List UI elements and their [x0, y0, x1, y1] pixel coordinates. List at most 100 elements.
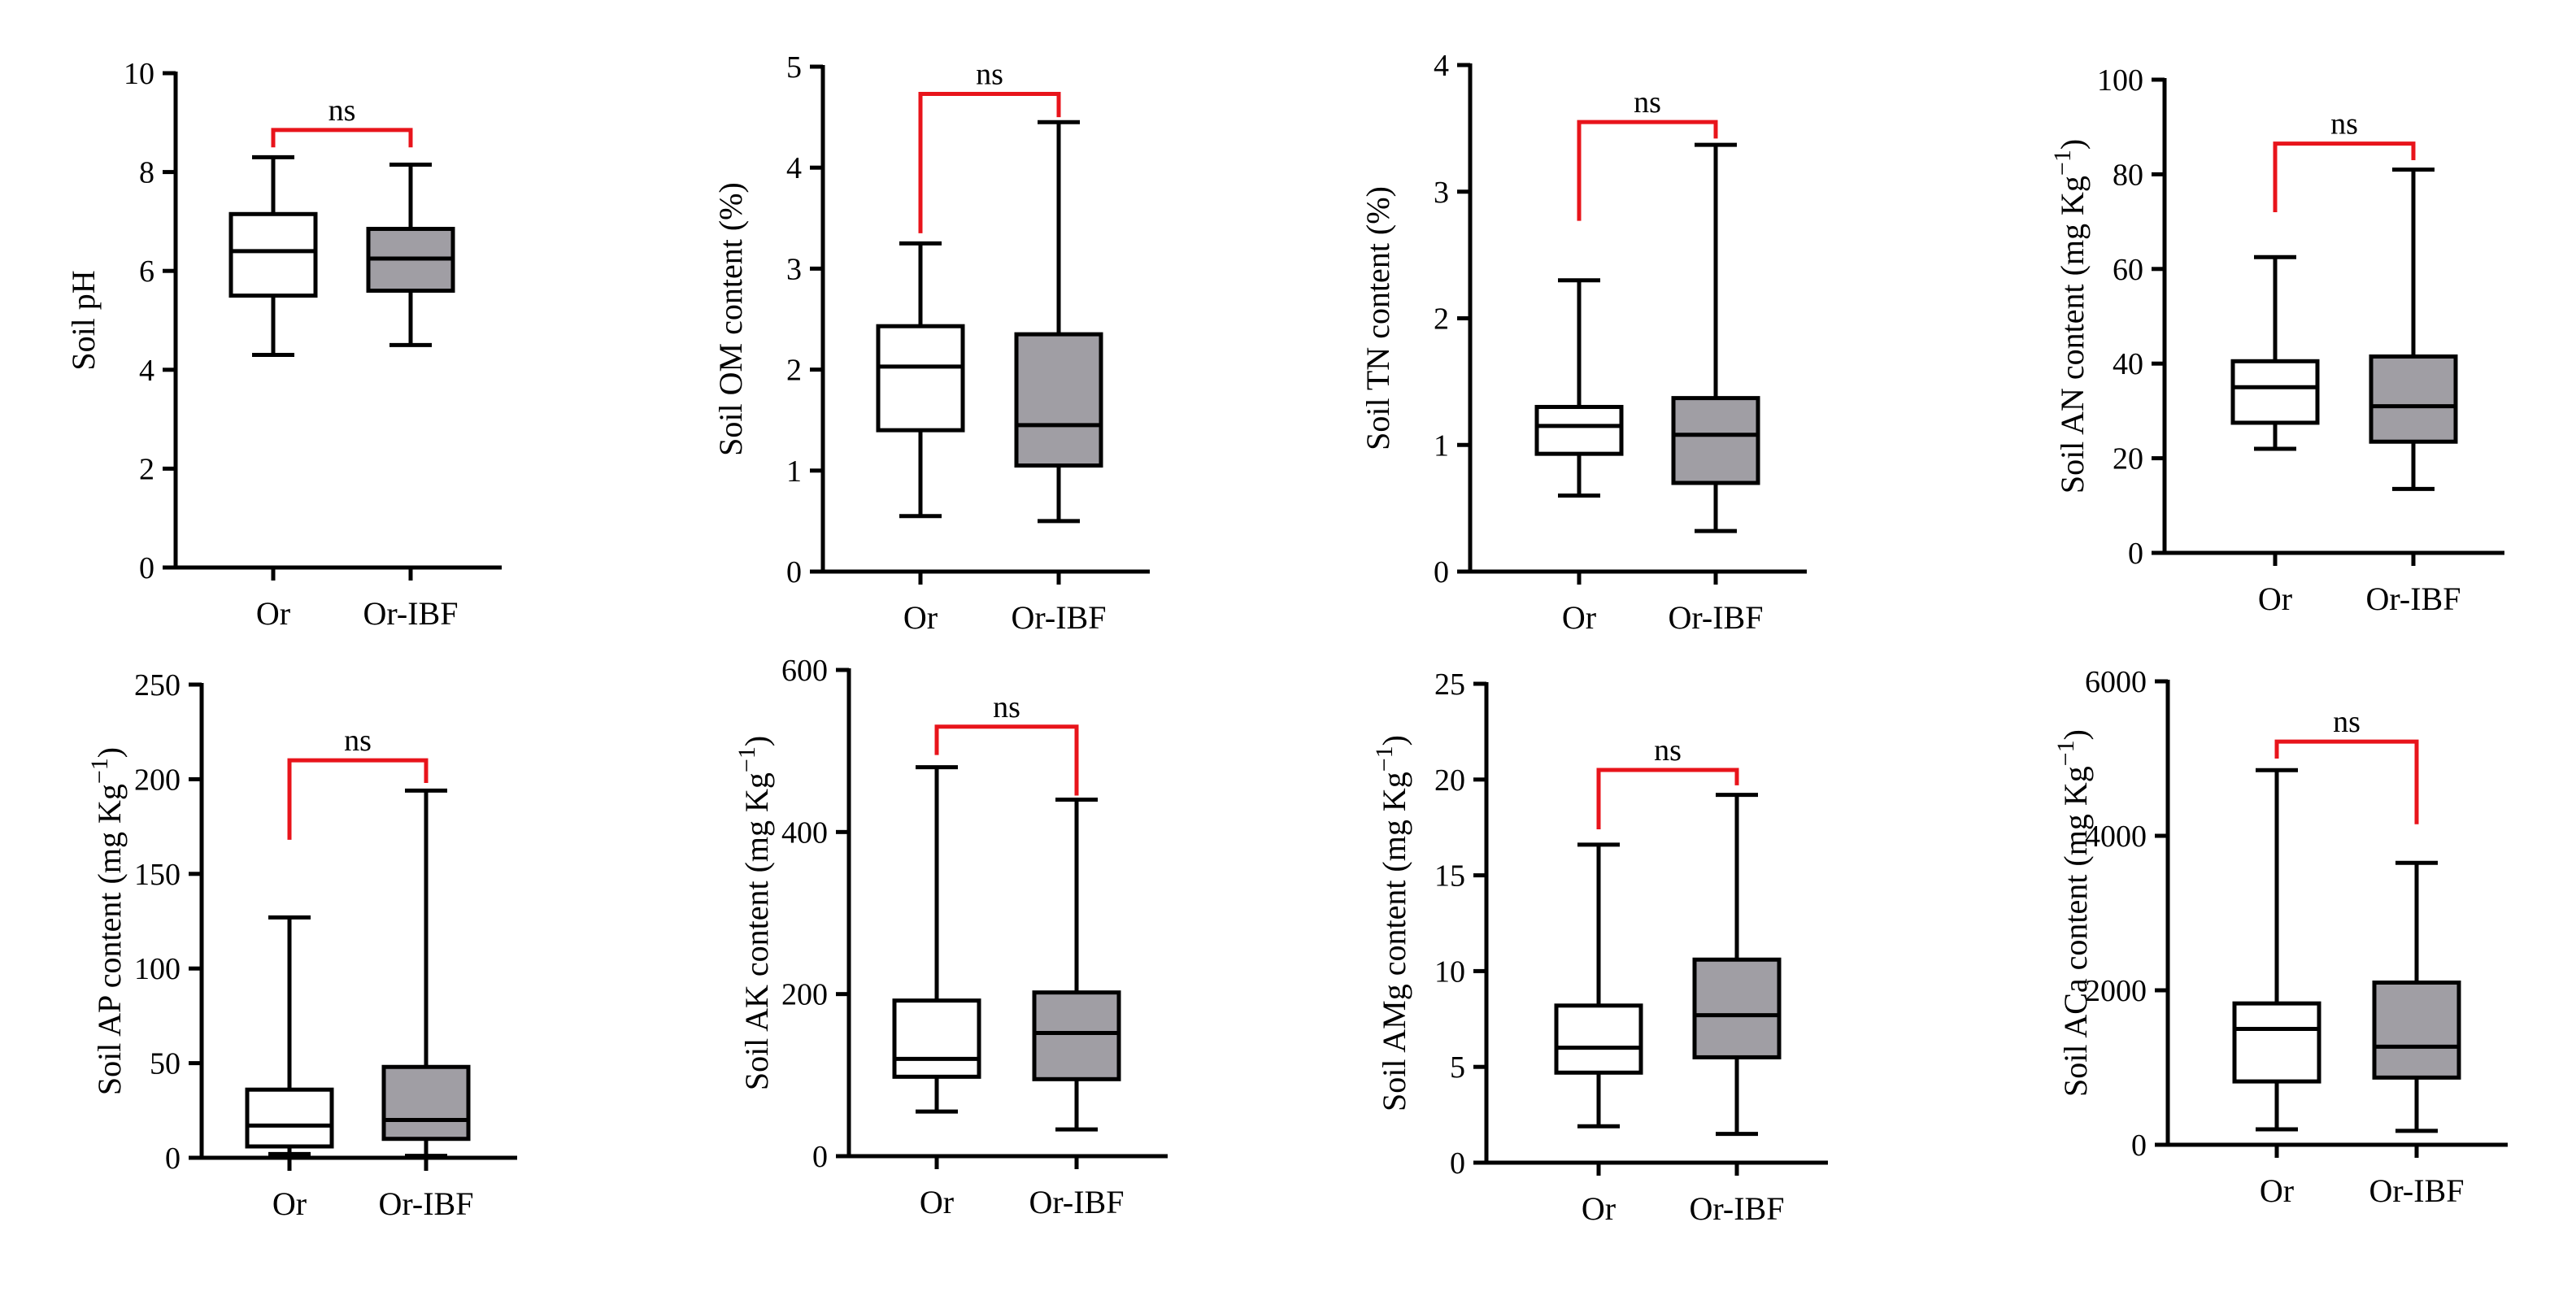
box-or-ibf — [381, 788, 471, 1159]
iqr-box — [1032, 990, 1121, 1081]
panel-soil-an: 0 20 40 60 80 100 Or Or-IBF Soil AN content (mg … — [1932, 0, 2576, 646]
chart-svg: 0 2 4 6 8 10 Or Or-IBF Soil pH ns — [65, 57, 502, 632]
y-axis-title-superscript: −1 — [733, 746, 760, 772]
y-tick-label: 200 — [781, 978, 828, 1012]
y-tick-label: 100 — [134, 952, 181, 986]
significance-label: ns — [1654, 733, 1682, 768]
y-tick-label: 6000 — [2085, 665, 2147, 699]
y-axis-title-close: ) — [2054, 139, 2091, 150]
y-tick-label: 3 — [1434, 176, 1449, 210]
box-or-ibf — [2372, 860, 2461, 1133]
y-tick-label: 2 — [139, 452, 154, 486]
y-axis-title-main: Soil TN content (%) — [1360, 186, 1396, 450]
y-tick-label: 20 — [1434, 763, 1465, 798]
iqr-box — [2230, 359, 2320, 425]
significance-label: ns — [976, 58, 1003, 92]
iqr-box — [876, 324, 965, 433]
iqr-box — [892, 998, 981, 1079]
y-tick-label: 2 — [1434, 302, 1449, 337]
y-tick-label: 0 — [786, 555, 802, 589]
y-tick-label: 100 — [2097, 63, 2143, 98]
y-axis-title-close: ) — [2057, 729, 2094, 740]
box-or — [2230, 254, 2320, 451]
iqr-box — [1554, 1003, 1643, 1075]
y-axis-title-main: Soil AP content (mg Kg — [91, 784, 128, 1095]
panel-soil-amg: 0 5 10 15 20 25 Or Or-IBF Soil AMg content (mg K… — [1288, 646, 1932, 1292]
x-tick-label: Or — [2258, 581, 2292, 617]
y-tick-label: 150 — [134, 858, 181, 892]
y-tick-label: 600 — [781, 654, 828, 688]
panel-soil-ak: 0 200 400 600 Or Or-IBF Soil AK content (mg Kg… — [644, 646, 1288, 1292]
iqr-box — [228, 211, 318, 298]
y-tick-label: 1 — [1434, 428, 1449, 463]
y-axis-title: Soil AMg content (mg Kg−1) — [1371, 735, 1412, 1111]
y-tick-label: 8 — [139, 156, 154, 190]
significance-label: ns — [344, 724, 372, 758]
iqr-box — [1534, 405, 1624, 456]
y-tick-label: 4 — [139, 354, 154, 388]
box-or-ibf — [1692, 793, 1782, 1137]
x-tick-label: Or-IBF — [363, 595, 459, 632]
panel-soil-om: 0 1 2 3 4 5 Or Or-IBF Soil OM content (%) ns — [644, 0, 1288, 646]
chart-svg: 0 2000 4000 6000 Or Or-IBF Soil ACa content (m… — [2052, 665, 2508, 1209]
box-or-ibf — [1032, 797, 1121, 1132]
y-tick-label: 0 — [2131, 1129, 2147, 1163]
panel-soil-ap: 0 50 100 150 200 250 Or Or-IBF Soil AP content (… — [0, 646, 644, 1292]
y-axis-title: Soil AN content (mg Kg−1) — [2049, 139, 2091, 494]
x-tick-label: Or-IBF — [1029, 1184, 1125, 1220]
y-tick-label: 0 — [1450, 1146, 1465, 1181]
box-or — [876, 241, 965, 519]
y-tick-label: 0 — [165, 1142, 181, 1176]
y-axis-title-close: ) — [738, 736, 775, 746]
y-tick-label: 0 — [1434, 555, 1449, 589]
iqr-box — [2232, 1001, 2321, 1084]
significance-label: ns — [2330, 107, 2358, 141]
y-tick-label: 2000 — [2085, 974, 2147, 1008]
panel-soil-tn: 0 1 2 3 4 Or Or-IBF Soil TN content (%) ns — [1288, 0, 1932, 646]
y-tick-label: 4000 — [2085, 820, 2147, 854]
y-tick-label: 200 — [134, 763, 181, 797]
iqr-box — [381, 1064, 471, 1142]
x-tick-label: Or — [920, 1184, 954, 1220]
y-tick-label: 0 — [139, 551, 154, 585]
y-tick-label: 5 — [1450, 1050, 1465, 1085]
y-axis-title-main: Soil AK content (mg Kg — [738, 772, 775, 1090]
y-axis-title-superscript: −1 — [2052, 740, 2079, 766]
y-axis-title-close: ) — [1376, 735, 1412, 746]
y-axis-title-main: Soil ACa content (mg Kg — [2057, 766, 2094, 1097]
significance-bracket — [2273, 141, 2416, 212]
iqr-box — [1671, 396, 1760, 485]
chart-svg: 0 200 400 600 Or Or-IBF Soil AK content (mg Kg… — [733, 654, 1168, 1220]
x-tick-label: Or — [903, 599, 938, 636]
box-or — [892, 765, 981, 1114]
box-or — [245, 915, 334, 1156]
y-axis-title: Soil AK content (mg Kg−1) — [733, 736, 775, 1090]
significance-bracket — [1577, 120, 1718, 221]
y-tick-label: 5 — [786, 50, 802, 85]
y-tick-label: 80 — [2113, 158, 2143, 192]
box-or — [1534, 278, 1624, 498]
iqr-box — [1014, 332, 1103, 468]
iqr-box — [2372, 981, 2461, 1080]
x-tick-label: Or-IBF — [1690, 1190, 1785, 1227]
y-axis-title-superscript: −1 — [1371, 746, 1398, 772]
y-axis-title: Soil AP content (mg Kg−1) — [86, 747, 128, 1095]
y-tick-label: 10 — [124, 57, 154, 91]
significance-bracket — [918, 92, 1061, 233]
y-axis-title-superscript: −1 — [2049, 150, 2076, 176]
significance-bracket — [271, 128, 413, 148]
chart-svg: 0 50 100 150 200 250 Or Or-IBF Soil AP content (… — [86, 668, 517, 1222]
y-tick-label: 2 — [786, 354, 802, 388]
chart-svg: 0 1 2 3 4 Or Or-IBF Soil TN content (%) ns — [1360, 49, 1807, 636]
panel-soil-aca: 0 2000 4000 6000 Or Or-IBF Soil ACa content (m… — [1932, 646, 2576, 1292]
y-axis-title-main: Soil OM content (%) — [712, 182, 749, 456]
y-tick-label: 60 — [2113, 253, 2143, 287]
x-tick-label: Or-IBF — [1012, 599, 1107, 636]
y-tick-label: 40 — [2113, 347, 2143, 381]
box-or — [2232, 768, 2321, 1132]
x-tick-label: Or-IBF — [379, 1185, 474, 1222]
box-or-ibf — [1671, 142, 1760, 533]
box-or — [1554, 842, 1643, 1129]
y-tick-label: 10 — [1434, 955, 1465, 989]
box-or — [228, 154, 318, 358]
